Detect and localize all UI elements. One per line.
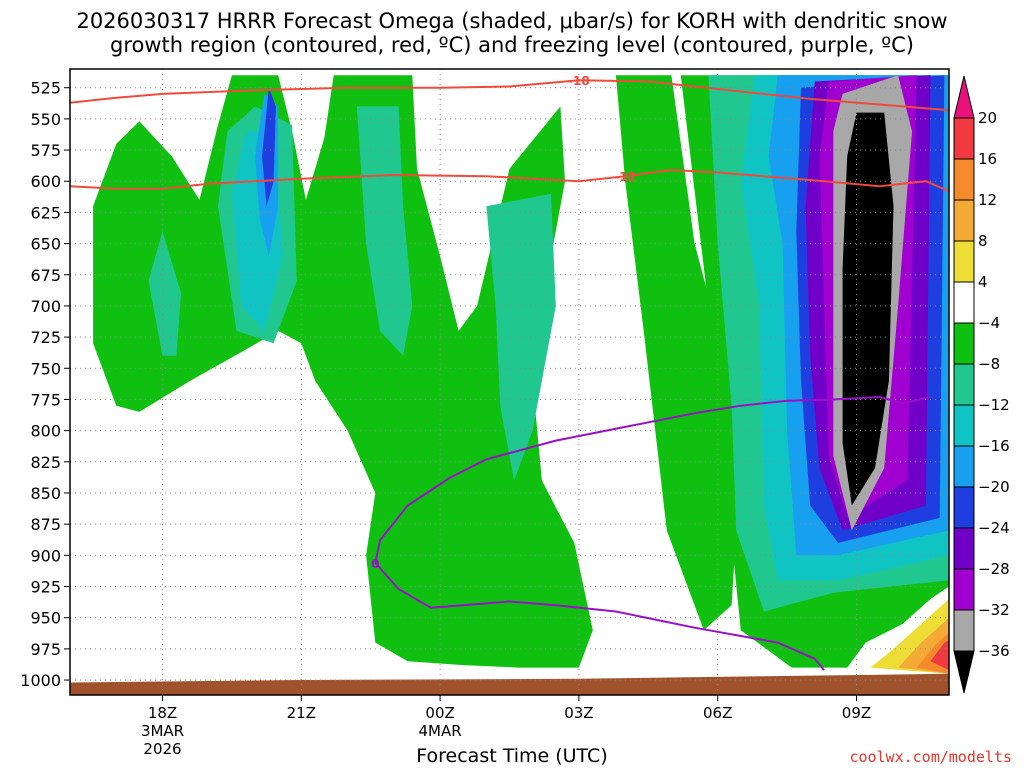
freezing-level-contour-label: 0 bbox=[371, 557, 379, 571]
colorbar-swatch bbox=[953, 568, 975, 611]
snow-growth-contour bbox=[70, 168, 949, 193]
y-tick-label: 950 bbox=[30, 609, 61, 628]
y-tick-label: 800 bbox=[30, 422, 61, 441]
y-tick-label: 625 bbox=[30, 203, 61, 222]
y-tick-label: 575 bbox=[30, 141, 61, 160]
colorbar-swatch bbox=[953, 281, 975, 324]
y-axis: 525 550 575 600 625 650 675 700 725 750 775 800 825 8… bbox=[20, 79, 70, 690]
x-tick-label: 21Z bbox=[287, 704, 316, 722]
colorbar-label: −20 bbox=[978, 478, 1010, 496]
colorbar-bottom-arrow bbox=[953, 650, 975, 694]
chart-title-line-1: 2026030317 HRRR Forecast Omega (shaded, … bbox=[76, 9, 948, 33]
terrain-surface bbox=[70, 673, 949, 695]
colorbar-label: 8 bbox=[978, 232, 988, 250]
x-tick-sublabel: 4MAR bbox=[419, 722, 462, 740]
y-tick-label: 925 bbox=[30, 578, 61, 597]
x-axis-title: Forecast Time (UTC) bbox=[416, 745, 608, 767]
colorbar-label: 16 bbox=[978, 150, 997, 168]
x-tick-sublabel: 3MAR bbox=[141, 722, 184, 740]
omega-region bbox=[615, 75, 741, 631]
y-tick-label: 825 bbox=[30, 453, 61, 472]
terrain-fill bbox=[70, 673, 949, 695]
temperature-contours: -18 -12 0 bbox=[70, 74, 949, 671]
y-tick-label: 750 bbox=[30, 359, 61, 378]
y-tick-label: 725 bbox=[30, 328, 61, 347]
colorbar-label: −12 bbox=[978, 396, 1010, 414]
colorbar-label: 4 bbox=[978, 273, 988, 291]
y-tick-label: 700 bbox=[30, 297, 61, 316]
omega-region bbox=[356, 106, 413, 356]
colorbar-label: −28 bbox=[978, 560, 1010, 578]
colorbar-swatch bbox=[953, 199, 975, 242]
y-tick-label: 850 bbox=[30, 484, 61, 503]
x-tick-label: 18Z bbox=[148, 704, 177, 722]
colorbar: 20 16 12 8 4 −4 −8 −12 −16 −20 −24 −28 −32 −36 bbox=[953, 75, 1010, 694]
y-tick-label: 525 bbox=[30, 79, 61, 98]
colorbar-swatch bbox=[953, 240, 975, 283]
snow-growth-contour-label: -12 bbox=[614, 170, 636, 184]
site-credit: coolwx.com/modelts bbox=[849, 748, 1012, 766]
colorbar-label: −8 bbox=[978, 355, 1000, 373]
x-tick-sublabel: 2026 bbox=[143, 740, 181, 758]
colorbar-label: −24 bbox=[978, 519, 1010, 537]
y-tick-label: 600 bbox=[30, 172, 61, 191]
x-tick-label: 09Z bbox=[842, 704, 871, 722]
colorbar-swatch bbox=[953, 404, 975, 447]
freezing-level-contour bbox=[374, 395, 931, 671]
colorbar-label: −16 bbox=[978, 437, 1010, 455]
chart-title-line-2: growth region (contoured, red, ºC) and f… bbox=[110, 33, 914, 57]
snow-growth-contour-label: -18 bbox=[568, 74, 590, 88]
omega-region bbox=[842, 112, 894, 506]
y-tick-label: 1000 bbox=[20, 671, 61, 690]
y-tick-label: 975 bbox=[30, 640, 61, 659]
colorbar-label: 12 bbox=[978, 191, 997, 209]
omega-region bbox=[930, 640, 949, 671]
x-tick-label: 06Z bbox=[703, 704, 732, 722]
colorbar-swatch bbox=[953, 527, 975, 570]
colorbar-swatch bbox=[953, 322, 975, 365]
y-tick-label: 675 bbox=[30, 266, 61, 285]
omega-region bbox=[148, 231, 181, 356]
y-tick-label: 875 bbox=[30, 515, 61, 534]
colorbar-label: −32 bbox=[978, 601, 1010, 619]
y-tick-label: 900 bbox=[30, 546, 61, 565]
plot-frame bbox=[69, 68, 950, 696]
omega-region bbox=[262, 87, 276, 207]
colorbar-swatch bbox=[953, 486, 975, 529]
y-tick-label: 650 bbox=[30, 235, 61, 254]
colorbar-swatch bbox=[953, 158, 975, 201]
x-tick-label: 00Z bbox=[425, 704, 454, 722]
colorbar-top-arrow bbox=[953, 75, 975, 119]
y-tick-label: 775 bbox=[30, 390, 61, 409]
colorbar-swatch bbox=[953, 117, 975, 160]
colorbar-label: −36 bbox=[978, 642, 1010, 660]
omega-region bbox=[93, 75, 593, 668]
x-tick-label: 03Z bbox=[564, 704, 593, 722]
colorbar-label: 20 bbox=[978, 109, 997, 127]
snow-growth-contour bbox=[70, 79, 949, 112]
colorbar-swatch bbox=[953, 445, 975, 488]
colorbar-swatch bbox=[953, 609, 975, 652]
y-tick-label: 550 bbox=[30, 110, 61, 129]
colorbar-label: −4 bbox=[978, 314, 1000, 332]
colorbar-swatch bbox=[953, 363, 975, 406]
omega-region bbox=[486, 193, 556, 481]
omega-shading bbox=[93, 75, 949, 674]
